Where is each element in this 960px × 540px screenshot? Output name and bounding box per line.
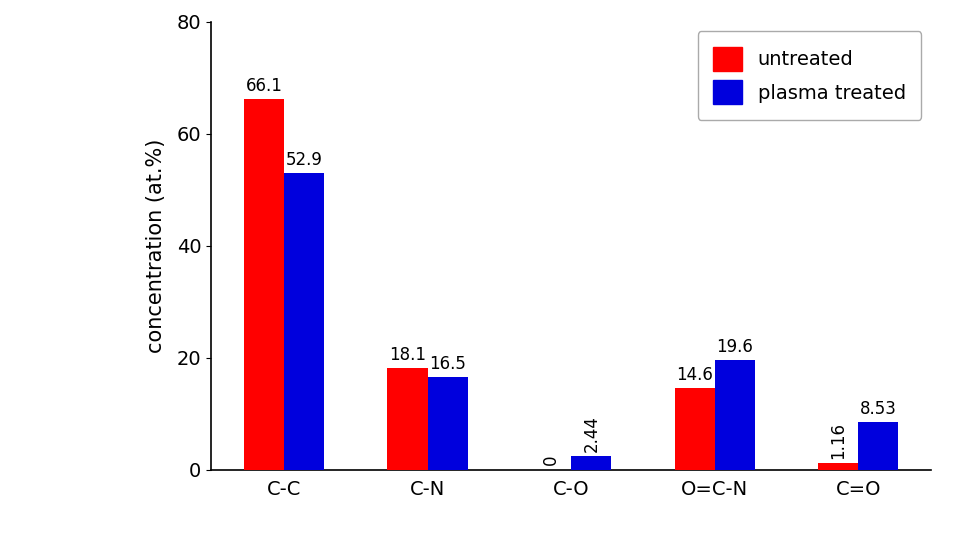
Bar	[284, 173, 324, 470]
Legend: untreated, plasma treated: untreated, plasma treated	[698, 31, 922, 119]
Text: 14.6: 14.6	[676, 366, 713, 383]
Bar	[818, 463, 858, 470]
Bar	[675, 388, 715, 470]
Text: 19.6: 19.6	[716, 338, 754, 355]
Bar	[571, 456, 612, 470]
Text: 2.44: 2.44	[583, 415, 600, 451]
Text: 16.5: 16.5	[429, 355, 467, 373]
Bar	[715, 360, 755, 470]
Text: 52.9: 52.9	[286, 151, 323, 169]
Bar	[858, 422, 899, 470]
Text: 8.53: 8.53	[860, 400, 897, 417]
Bar	[244, 99, 284, 470]
Bar	[427, 377, 468, 470]
Y-axis label: concentration (at.%): concentration (at.%)	[146, 139, 166, 353]
Text: 1.16: 1.16	[829, 422, 847, 459]
Bar	[388, 368, 427, 470]
Text: 66.1: 66.1	[246, 77, 282, 95]
Text: 0: 0	[542, 455, 560, 465]
Text: 18.1: 18.1	[389, 346, 426, 364]
